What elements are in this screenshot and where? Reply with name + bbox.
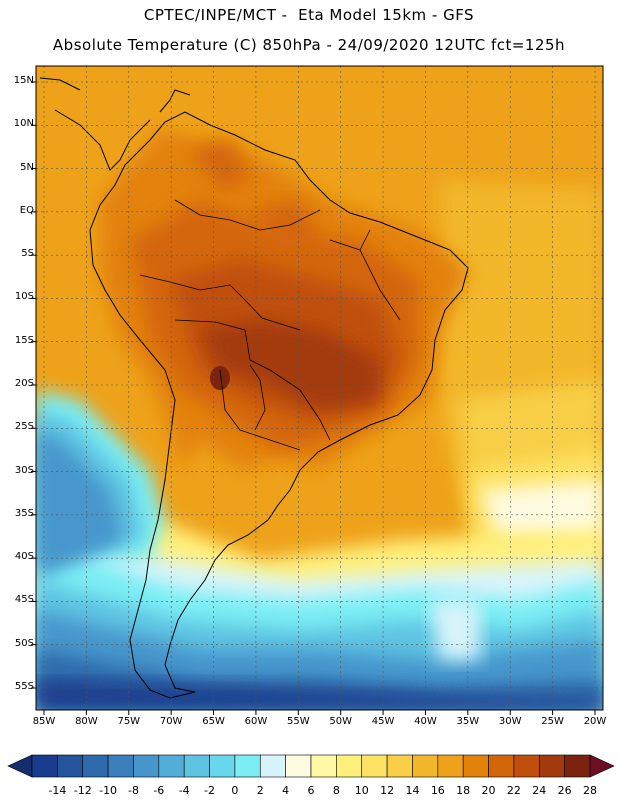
colorbar-swatch: [133, 754, 160, 778]
colorbar-label: 16: [430, 784, 445, 797]
colorbar-swatch: [336, 754, 363, 778]
colorbar-swatch: [310, 754, 337, 778]
colorbar-swatch: [564, 754, 591, 778]
colorbar-high-arrow: [589, 754, 615, 778]
lat-label: 40S: [14, 551, 34, 563]
map-title-line2: Absolute Temperature (C) 850hPa - 24/09/…: [52, 36, 566, 54]
colorbar-label: 4: [282, 784, 290, 797]
lon-label: 45W: [371, 716, 395, 727]
graticule: [36, 66, 603, 710]
colorbar-label: 0: [231, 784, 239, 797]
lon-label: 75W: [117, 716, 141, 727]
lon-label: 65W: [202, 716, 225, 727]
colorbar-swatch: [82, 754, 109, 778]
lon-label: 55W: [286, 716, 310, 727]
colorbar-label: 24: [532, 784, 547, 797]
lon-label: 40W: [414, 716, 437, 727]
colorbar-swatch: [538, 754, 565, 778]
lon-label: 80W: [75, 716, 98, 727]
lat-label: 45S: [14, 594, 34, 606]
colorbar-swatch: [488, 754, 515, 778]
colorbar-label: -10: [99, 784, 118, 797]
colorbar-swatch: [107, 754, 134, 778]
lat-label: 50S: [14, 637, 34, 649]
colorbar-swatch: [437, 754, 464, 778]
colorbar-label: 10: [354, 784, 369, 797]
colorbar-low-arrow: [7, 754, 33, 778]
lon-label: 30W: [498, 716, 522, 727]
lon-label: 50W: [329, 716, 352, 727]
colorbar-swatch: [209, 754, 236, 778]
map-frame: [35, 65, 604, 711]
lat-label: 15N: [13, 75, 34, 86]
colorbar-label: 28: [583, 784, 597, 797]
colorbar-label: 18: [456, 784, 471, 797]
colorbar-label: 12: [380, 784, 395, 797]
country-borders: [139, 199, 401, 451]
lon-label: 25W: [541, 716, 564, 727]
colorbar-label: 26: [557, 784, 572, 797]
colorbar-swatch: [57, 754, 84, 778]
colorbar-label: -2: [204, 784, 216, 797]
colorbar-swatch: [386, 754, 413, 778]
colorbar-label: 8: [332, 784, 340, 797]
temperature-field: [36, 66, 603, 710]
colorbar-swatch: [285, 754, 312, 778]
colorbar-swatch: [361, 754, 388, 778]
colorbar-swatch: [183, 754, 210, 778]
colorbar-label: 14: [405, 784, 420, 797]
colorbar-swatch: [412, 754, 439, 778]
colorbar-swatch: [158, 754, 185, 778]
lat-label: 5S: [21, 248, 34, 260]
lat-label: 20S: [14, 378, 34, 389]
colorbar-label: 6: [307, 784, 315, 797]
colorbar-label: 20: [481, 784, 496, 797]
lon-label: 20W: [583, 716, 607, 727]
lon-label: 35W: [456, 716, 480, 727]
colorbar-swatch: [462, 754, 489, 778]
colorbar-label: 2: [256, 784, 264, 797]
lat-label: 5N: [20, 161, 34, 173]
lat-label: 25S: [14, 421, 34, 433]
lon-label: 85W: [32, 716, 56, 727]
lat-label: 15S: [14, 334, 34, 346]
colorbar: [7, 754, 615, 778]
lat-label: 55S: [14, 681, 34, 692]
lat-label: 10S: [14, 291, 34, 303]
colorbar-label: -8: [127, 784, 139, 797]
colorbar-label: -12: [73, 784, 92, 797]
colorbar-label: -6: [153, 784, 165, 797]
map-title-line1: CPTEC/INPE/MCT - Eta Model 15km - GFS: [143, 6, 475, 24]
lon-label: 70W: [159, 716, 183, 727]
colorbar-swatch: [234, 754, 261, 778]
lon-label: 60W: [244, 716, 268, 727]
lat-label: 35S: [14, 507, 34, 519]
lat-label: 30S: [14, 464, 34, 476]
colorbar-label: -4: [178, 784, 190, 797]
colorbar-swatch: [259, 754, 286, 778]
colorbar-label: 22: [506, 784, 521, 797]
lat-label: EQ: [19, 204, 34, 216]
lat-label: 10N: [13, 118, 34, 130]
colorbar-swatch: [31, 754, 58, 778]
colorbar-swatch: [513, 754, 540, 778]
coastlines: [39, 77, 469, 699]
colorbar-label: -14: [48, 784, 67, 797]
